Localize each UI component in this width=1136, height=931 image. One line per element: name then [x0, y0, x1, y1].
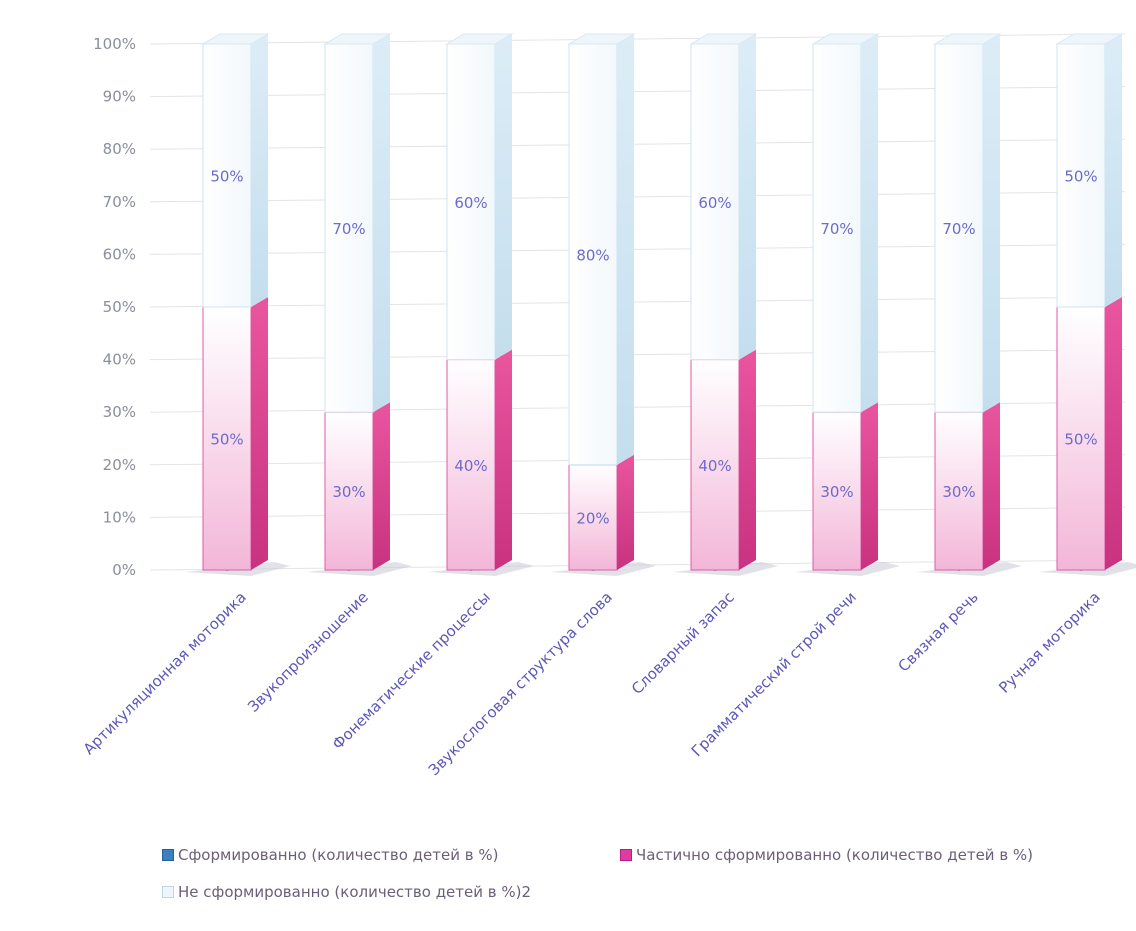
data-label: 30%: [332, 483, 365, 501]
bar-side: [983, 34, 1000, 413]
x-category-label: Ручная моторика: [995, 588, 1104, 697]
bar-side: [251, 34, 268, 307]
legend-swatch-partial: [620, 849, 632, 861]
legend-item-not-formed: Не сформированно (количество детей в %)2: [162, 883, 531, 901]
data-label: 20%: [576, 509, 609, 527]
bar-side: [739, 349, 756, 570]
bar-segment: [202, 306, 252, 571]
data-label: 30%: [942, 483, 975, 501]
data-label: 70%: [332, 220, 365, 238]
bar-segment: [812, 43, 862, 413]
bar-top: [1055, 33, 1124, 45]
y-tick-label: 0%: [112, 561, 136, 579]
data-label: 80%: [576, 246, 609, 264]
y-tick-label: 60%: [103, 245, 136, 263]
legend-swatch-formed: [162, 849, 174, 861]
bar-top: [933, 33, 1002, 45]
bar-segment: [1056, 43, 1106, 308]
bar-top: [201, 33, 270, 45]
bar-top: [567, 33, 636, 45]
legend-swatch-not-formed: [162, 886, 174, 898]
data-label: 40%: [698, 457, 731, 475]
bar-side: [617, 34, 634, 465]
bar-side: [1105, 297, 1122, 570]
y-tick-label: 70%: [103, 193, 136, 211]
bar-side: [861, 402, 878, 570]
legend-label-partial: Частично сформированно (количество детей…: [636, 846, 1034, 864]
data-label: 70%: [820, 220, 853, 238]
y-tick-label: 90%: [103, 88, 136, 106]
bar-segment: [324, 411, 374, 571]
x-category-label: Связная речь: [894, 588, 981, 675]
bar-top: [323, 33, 392, 45]
y-tick-label: 80%: [103, 140, 136, 158]
bar-side: [373, 34, 390, 413]
y-tick-label: 100%: [93, 35, 136, 53]
bar-side: [251, 297, 268, 570]
y-axis: 0% 10% 20% 30% 40% 50% 60% 70% 80% 90% 100%: [93, 35, 136, 579]
bar-segment: [202, 43, 252, 308]
legend-label-formed: Сформированно (количество детей в %): [178, 846, 499, 864]
bar-top: [689, 33, 758, 45]
y-tick-label: 40%: [103, 351, 136, 369]
data-label: 50%: [1064, 168, 1097, 186]
legend-item-formed: Сформированно (количество детей в %): [162, 846, 498, 864]
bar-side: [1105, 34, 1122, 307]
y-tick-label: 30%: [103, 403, 136, 421]
x-category-label: Словарный запас: [628, 588, 738, 698]
data-label: 40%: [454, 457, 487, 475]
data-label: 50%: [210, 431, 243, 449]
bar-segment: [446, 359, 496, 571]
bar-segment: [568, 43, 618, 466]
bar-top: [811, 33, 880, 45]
data-label: 60%: [454, 194, 487, 212]
bar-side: [861, 34, 878, 413]
bar-segment: [934, 411, 984, 571]
bar-side: [495, 349, 512, 570]
data-label: 50%: [210, 168, 243, 186]
data-label: 60%: [698, 194, 731, 212]
x-axis: Артикуляционная моторикаЗвукопроизношени…: [80, 588, 1104, 779]
bar-side: [739, 34, 756, 360]
bar-segment: [1056, 306, 1106, 571]
bar-segment: [934, 43, 984, 413]
bars: 050%50%030%70%040%60%020%80%040%60%030%7…: [185, 33, 1136, 576]
y-tick-label: 20%: [103, 456, 136, 474]
bar-side: [983, 402, 1000, 570]
x-category-label: Звукопроизношение: [244, 588, 372, 716]
bar-segment: [812, 411, 862, 571]
data-label: 70%: [942, 220, 975, 238]
data-label: 50%: [1064, 431, 1097, 449]
bar-segment: [568, 464, 618, 571]
bar-side: [495, 34, 512, 360]
x-category-label: Артикуляционная моторика: [80, 588, 250, 758]
bar-segment: [690, 43, 740, 361]
bar-side: [373, 402, 390, 570]
legend-label-not-formed: Не сформированно (количество детей в %)2: [178, 883, 532, 901]
data-label: 30%: [820, 483, 853, 501]
y-tick-label: 50%: [103, 298, 136, 316]
y-tick-label: 10%: [103, 508, 136, 526]
legend-item-partial: Частично сформированно (количество детей…: [620, 846, 1033, 864]
bar-side: [617, 454, 634, 570]
bar-top: [445, 33, 514, 45]
